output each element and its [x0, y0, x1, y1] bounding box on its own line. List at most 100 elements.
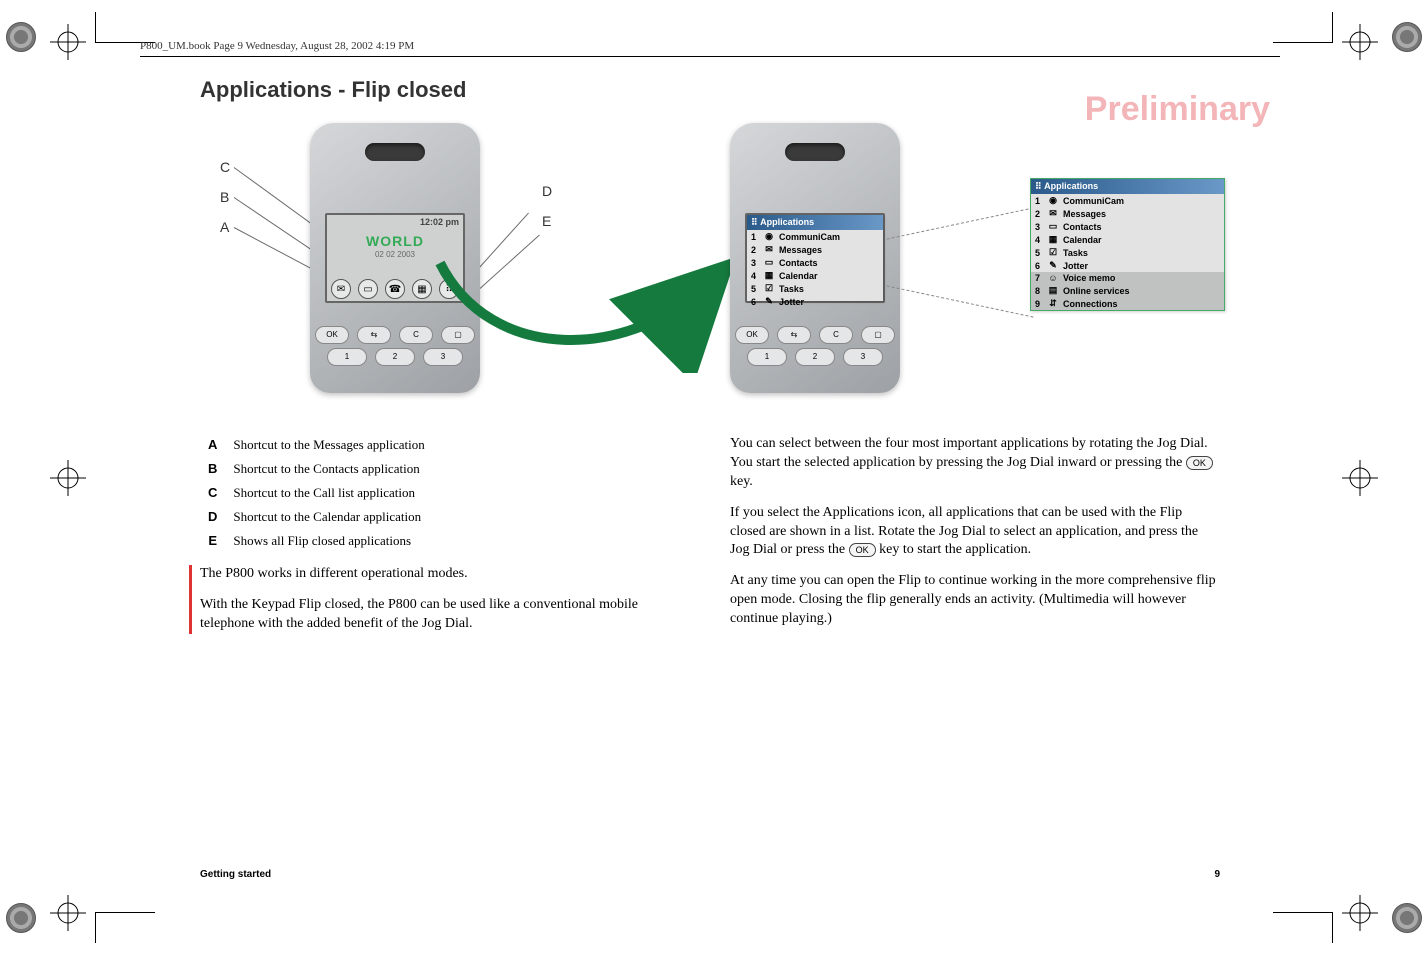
legend-row: CShortcut to the Call list application — [200, 481, 433, 505]
messages-icon: ✉ — [1047, 208, 1059, 219]
app-row-label: Connections — [1063, 299, 1118, 309]
header-rule — [140, 56, 1280, 57]
legend-key: C — [200, 481, 225, 505]
callout-e: E — [542, 213, 551, 229]
legend-row: AShortcut to the Messages application — [200, 433, 433, 457]
menu-key: ▢ — [861, 326, 895, 344]
applications-panel-enlarged: ⠿ Applications 1◉CommuniCam2✉Messages3▭C… — [1030, 178, 1225, 311]
app-row: 8 ▤ Online services — [1031, 284, 1224, 297]
calllist-shortcut-icon: ☎ — [385, 279, 405, 299]
app-row: 2✉Messages — [1031, 207, 1224, 220]
reg-circle-br — [1392, 903, 1422, 933]
app-row-label: Contacts — [779, 258, 818, 268]
standby-time: 12:02 pm — [420, 217, 459, 227]
app-row-label: Online services — [1063, 286, 1130, 296]
legend-text: Shortcut to the Contacts application — [225, 457, 432, 481]
ok-key: OK — [735, 326, 769, 344]
ok-key-inline-icon: OK — [1186, 456, 1213, 470]
crop-mark — [1332, 12, 1333, 42]
num-key-2: 2 — [795, 348, 835, 366]
callout-legend: AShortcut to the Messages application BS… — [200, 433, 433, 553]
page-header-line: P800_UM.book Page 9 Wednesday, August 28… — [140, 40, 1300, 52]
applications-panel-inline: ⠿ Applications 1◉CommuniCam2✉Messages3▭C… — [747, 215, 883, 301]
contacts-icon: ▭ — [763, 257, 775, 268]
reg-mark — [50, 895, 86, 931]
dash-connector — [887, 207, 1034, 239]
app-row-label: Calendar — [1063, 235, 1102, 245]
camera-icon: ◉ — [1047, 195, 1059, 206]
legend-row: DShortcut to the Calendar application — [200, 505, 433, 529]
reg-mark — [1342, 460, 1378, 496]
app-row-number: 3 — [1035, 222, 1043, 232]
device-earpiece — [785, 143, 845, 161]
voice-icon: ☺ — [1047, 273, 1059, 283]
applications-panel-title: ⠿ Applications — [1031, 179, 1224, 194]
nav-key: ⇆ — [777, 326, 811, 344]
legend-text: Shortcut to the Messages application — [225, 433, 432, 457]
reg-mark — [1342, 24, 1378, 60]
app-row-number: 5 — [751, 284, 759, 294]
app-row-label: CommuniCam — [1063, 196, 1124, 206]
app-row-number: 8 — [1035, 286, 1043, 296]
app-row: 3▭Contacts — [747, 256, 883, 269]
app-row-number: 6 — [1035, 261, 1043, 271]
reg-mark — [50, 460, 86, 496]
nav-key: ⇆ — [357, 326, 391, 344]
app-row-label: CommuniCam — [779, 232, 840, 242]
app-row-number: 4 — [1035, 235, 1043, 245]
app-row-label: Calendar — [779, 271, 818, 281]
body-text-span: key. — [730, 474, 753, 489]
body-text: The P800 works in different operational … — [200, 565, 690, 584]
footer-section-name: Getting started — [200, 869, 271, 880]
app-row-label: Voice memo — [1063, 273, 1115, 283]
app-row: 5☑Tasks — [1031, 246, 1224, 259]
changebar-block: The P800 works in different operational … — [189, 565, 690, 634]
c-key: C — [399, 326, 433, 344]
body-text: At any time you can open the Flip to con… — [730, 572, 1220, 629]
crop-mark — [95, 912, 155, 913]
app-row: 6✎Jotter — [1031, 259, 1224, 272]
reg-circle-tr — [1392, 22, 1422, 52]
tasks-icon: ☑ — [763, 283, 775, 294]
crop-mark — [1273, 912, 1333, 913]
online-icon: ▤ — [1047, 285, 1059, 296]
applications-panel-title: ⠿ Applications — [747, 215, 883, 230]
ok-key-inline-icon: OK — [849, 543, 876, 557]
reg-circle-tl — [6, 22, 36, 52]
callout-b: B — [220, 189, 229, 205]
transition-arrow — [430, 253, 730, 373]
num-key-2: 2 — [375, 348, 415, 366]
jotter-icon: ✎ — [763, 296, 775, 307]
applications-title-text: Applications — [1044, 181, 1098, 191]
calendar-shortcut-icon: ▦ — [412, 279, 432, 299]
contacts-icon: ▭ — [1047, 221, 1059, 232]
num-key-3: 3 — [843, 348, 883, 366]
reg-mark — [50, 24, 86, 60]
app-row-label: Tasks — [1063, 248, 1088, 258]
body-text-span: You can select between the four most imp… — [730, 436, 1208, 470]
callout-d: D — [542, 183, 552, 199]
device-screen-applist: ⠿ Applications 1◉CommuniCam2✉Messages3▭C… — [745, 213, 885, 303]
jotter-icon: ✎ — [1047, 260, 1059, 271]
app-row-number: 9 — [1035, 299, 1043, 309]
app-row: 3 ▭ Contacts — [1031, 220, 1224, 233]
app-row: 2✉Messages — [747, 243, 883, 256]
app-row-number: 6 — [751, 297, 759, 307]
app-row-label: Messages — [779, 245, 822, 255]
callout-c: C — [220, 159, 230, 175]
reg-mark — [1342, 895, 1378, 931]
app-row-label: Contacts — [1063, 222, 1102, 232]
app-row-number: 2 — [751, 245, 759, 255]
app-row-number: 2 — [1035, 209, 1043, 219]
left-column: Applications - Flip closed C B A D E — [200, 77, 690, 634]
crop-mark — [95, 913, 96, 943]
app-row: 1◉CommuniCam — [1031, 194, 1224, 207]
apps-icon: ⠿ — [751, 217, 758, 227]
num-key-1: 1 — [747, 348, 787, 366]
section-title: Applications - Flip closed — [200, 77, 690, 103]
apps-icon: ⠿ — [1035, 181, 1042, 191]
left-figure: C B A D E 12:02 pm WORLD 02 — [200, 123, 690, 423]
body-text: You can select between the four most imp… — [730, 435, 1220, 492]
right-column: ⠿ Applications 1◉CommuniCam2✉Messages3▭C… — [730, 77, 1220, 634]
applications-title-text: Applications — [760, 217, 814, 227]
